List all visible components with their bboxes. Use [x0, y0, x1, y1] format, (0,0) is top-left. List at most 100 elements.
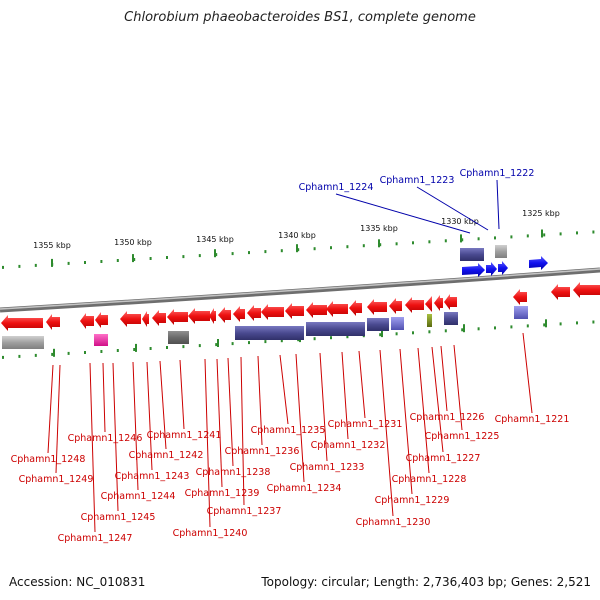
gene-arrow-reverse[interactable] — [152, 310, 166, 326]
gene-arrow-forward[interactable] — [498, 261, 508, 275]
gene-label-reverse[interactable]: Cphamn1_1234 — [267, 483, 342, 494]
gene-label-reverse[interactable]: Cphamn1_1247 — [58, 533, 133, 544]
gene-label-reverse[interactable]: Cphamn1_1241 — [147, 430, 222, 441]
feature-box-lavender[interactable] — [391, 317, 404, 330]
feature-box[interactable] — [460, 248, 484, 261]
gene-arrow-reverse[interactable] — [218, 307, 231, 323]
gene-arrow-reverse[interactable] — [349, 300, 362, 316]
gene-arrow-reverse[interactable] — [551, 284, 570, 300]
feature-box-lavender[interactable] — [514, 306, 528, 319]
scale-tick — [592, 320, 595, 324]
gene-arrow-reverse[interactable] — [95, 312, 108, 328]
gene-label-reverse[interactable]: Cphamn1_1225 — [425, 431, 500, 442]
gene-arrow-reverse[interactable] — [80, 313, 94, 329]
gene-arrow-reverse[interactable] — [1, 315, 43, 331]
gene-label-reverse[interactable]: Cphamn1_1244 — [101, 491, 176, 502]
scale-tick — [166, 346, 168, 349]
gene-arrow-reverse[interactable] — [405, 297, 424, 313]
gene-label-reverse[interactable]: Cphamn1_1239 — [185, 488, 260, 499]
gene-arrow-forward[interactable] — [486, 262, 497, 276]
gene-arrow-reverse[interactable] — [120, 311, 141, 327]
gene-arrow-reverse[interactable] — [434, 295, 443, 311]
feature-box-slate[interactable] — [367, 318, 389, 331]
gene-label-reverse[interactable]: Cphamn1_1221 — [495, 414, 570, 425]
gene-label-reverse[interactable]: Cphamn1_1248 — [11, 454, 86, 465]
scale-tick — [133, 348, 136, 351]
gene-label-reverse[interactable]: Cphamn1_1245 — [81, 512, 156, 523]
gene-label-reverse[interactable]: Cphamn1_1226 — [410, 412, 485, 423]
feature-box-magenta[interactable] — [94, 334, 108, 346]
gene-arrow-reverse[interactable] — [306, 302, 327, 318]
scale-tick — [182, 345, 185, 349]
gene-arrow-reverse[interactable] — [188, 308, 210, 324]
scale-tick-major — [381, 329, 383, 338]
scale-tick — [264, 250, 267, 254]
gene-label-reverse[interactable]: Cphamn1_1227 — [406, 453, 481, 464]
gene-arrow-forward[interactable] — [529, 256, 548, 270]
leader-line — [496, 179, 500, 230]
scale-tick — [330, 336, 332, 340]
gene-arrow-reverse[interactable] — [367, 299, 387, 315]
gene-arrow-reverse[interactable] — [261, 304, 284, 320]
gene-label-reverse[interactable]: Cphamn1_1232 — [311, 440, 386, 451]
gene-label-reverse[interactable]: Cphamn1_1231 — [328, 419, 403, 430]
scale-tick-major — [51, 258, 53, 267]
gene-arrow-reverse[interactable] — [46, 314, 60, 330]
leader-line — [179, 359, 185, 430]
feature-box-darkgray[interactable] — [168, 331, 189, 344]
scale-tick — [592, 230, 595, 234]
gene-arrow-reverse[interactable] — [233, 306, 245, 322]
scale-tick — [477, 327, 480, 331]
gene-label-reverse[interactable]: Cphamn1_1238 — [196, 467, 271, 478]
scale-ticks-bottom — [2, 319, 595, 359]
gene-label-reverse[interactable]: Cphamn1_1243 — [115, 471, 190, 482]
gene-label-reverse[interactable]: Cphamn1_1237 — [207, 506, 282, 517]
gene-arrow-reverse[interactable] — [209, 308, 216, 324]
gene-arrow-reverse[interactable] — [247, 305, 261, 321]
leader-line — [417, 347, 430, 474]
gene-label-reverse[interactable]: Cphamn1_1246 — [68, 433, 143, 444]
leader-line — [146, 361, 153, 471]
feature-box-slate[interactable] — [444, 312, 458, 325]
gene-arrow-reverse[interactable] — [167, 309, 188, 325]
gene-label-forward[interactable]: Cphamn1_1224 — [299, 182, 374, 193]
feature-box-olive[interactable] — [427, 314, 432, 327]
scale-tick — [313, 337, 316, 341]
gene-arrow-reverse[interactable] — [326, 301, 348, 317]
scale-tick — [2, 265, 4, 269]
gene-label-reverse[interactable]: Cphamn1_1233 — [290, 462, 365, 473]
scale-tick — [559, 232, 562, 236]
gene-arrow-forward[interactable] — [462, 263, 485, 277]
gene-arrow-reverse[interactable] — [513, 289, 527, 305]
gene-label-reverse[interactable]: Cphamn1_1236 — [225, 446, 300, 457]
leader-line — [279, 354, 289, 425]
scale-tick-major — [541, 229, 543, 238]
scale-tick — [379, 333, 382, 337]
topology-text: Topology: circular; Length: 2,736,403 bp… — [261, 575, 591, 589]
feature-box-gray[interactable] — [2, 336, 44, 349]
gene-label-forward[interactable]: Cphamn1_1222 — [460, 168, 535, 179]
gene-arrow-reverse[interactable] — [142, 311, 149, 327]
gene-arrow-reverse[interactable] — [389, 298, 402, 314]
scale-label: 1325 kbp — [522, 209, 560, 218]
feature-box-slate[interactable] — [235, 326, 304, 340]
leader-line — [431, 346, 444, 453]
gene-label-reverse[interactable]: Cphamn1_1230 — [356, 517, 431, 528]
gene-label-reverse[interactable]: Cphamn1_1249 — [19, 474, 94, 485]
feature-box[interactable] — [495, 245, 507, 258]
gene-label-reverse[interactable]: Cphamn1_1228 — [392, 474, 467, 485]
gene-label-reverse[interactable]: Cphamn1_1229 — [375, 495, 450, 506]
gene-arrow-reverse[interactable] — [573, 282, 600, 298]
gene-label-reverse[interactable]: Cphamn1_1235 — [251, 425, 326, 436]
leader-line — [47, 364, 54, 454]
gene-label-forward[interactable]: Cphamn1_1223 — [380, 175, 455, 186]
gene-arrow-reverse[interactable] — [444, 294, 457, 310]
scale-tick — [18, 354, 21, 358]
gene-arrow-reverse[interactable] — [285, 303, 304, 319]
gene-arrow-reverse[interactable] — [425, 296, 432, 312]
gene-label-reverse[interactable]: Cphamn1_1240 — [173, 528, 248, 539]
gene-label-reverse[interactable]: Cphamn1_1242 — [129, 450, 204, 461]
scale-tick — [461, 328, 464, 332]
feature-box-slate[interactable] — [306, 322, 365, 336]
